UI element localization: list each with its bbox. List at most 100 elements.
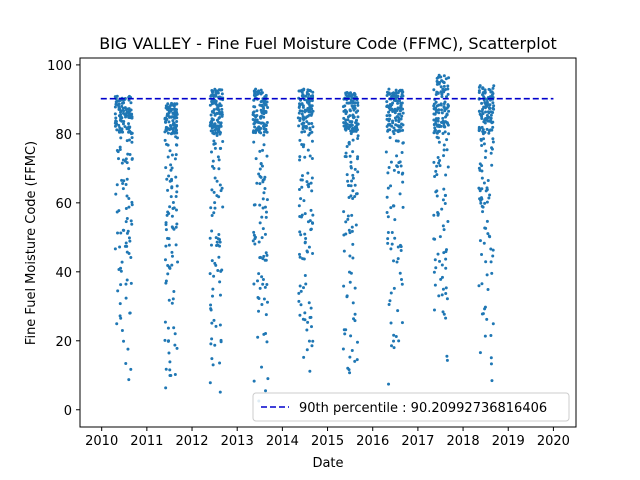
data-point [164,367,168,371]
data-point [301,126,305,130]
data-point [120,116,124,120]
data-point [477,91,481,95]
data-point [252,230,256,234]
data-point [170,301,174,305]
data-point [210,321,214,325]
data-point [491,248,495,252]
data-point [166,131,170,135]
data-point [345,295,349,299]
data-point [260,215,264,219]
data-point [303,110,307,114]
data-point [444,292,448,296]
data-point [353,286,357,290]
data-point [353,101,357,105]
data-point [302,121,306,125]
data-point [259,131,263,135]
data-point [219,104,223,108]
data-point [216,104,220,108]
data-point [386,215,390,219]
data-point [130,200,134,204]
data-point [118,118,122,122]
data-point [480,143,484,147]
data-point [121,158,125,162]
data-point [173,123,177,127]
data-point [386,171,390,175]
data-point [351,301,355,305]
data-point [389,291,393,295]
data-point [305,180,309,184]
data-point [213,146,217,150]
data-point [440,92,444,96]
data-point [262,177,266,181]
data-point [265,300,269,304]
data-point [355,340,359,344]
data-point [492,84,496,88]
data-point [446,104,450,108]
data-point [130,203,134,207]
data-point [114,116,118,120]
data-point [349,98,353,102]
data-point [489,356,493,360]
data-point [215,179,219,183]
data-point [259,116,263,120]
data-point [300,213,304,217]
data-point [433,258,437,262]
data-point [213,206,217,210]
data-point [478,187,482,191]
data-point [445,354,449,358]
data-point [487,131,491,135]
data-point [446,84,450,88]
data-point [348,125,352,129]
data-point [124,241,128,245]
data-point [347,195,351,199]
data-point [125,216,129,220]
data-point [307,122,311,126]
data-point [353,319,357,323]
data-point [392,333,396,337]
data-point [443,130,447,134]
data-point [346,214,350,218]
x-tick-label: 2018 [447,434,480,449]
data-point [349,165,353,169]
data-point [344,128,348,132]
data-point [128,311,132,315]
data-point [446,92,450,96]
data-point [490,110,494,114]
data-point [348,231,352,235]
data-point [127,122,131,126]
data-point [169,374,173,377]
data-point [484,260,488,264]
data-point [299,98,303,102]
data-point [115,183,119,187]
data-point [390,344,394,348]
data-point [394,118,398,122]
data-point [432,270,436,274]
data-point [127,167,131,171]
data-point [303,274,307,278]
data-point [115,128,119,132]
data-point [353,93,357,97]
data-point [173,373,177,376]
data-point [167,211,171,215]
data-point [347,141,351,145]
data-point [167,120,171,124]
data-point [264,251,268,255]
data-point [262,107,266,110]
data-point [440,293,444,297]
data-point [212,139,216,143]
legend-box [252,392,570,422]
data-point [262,143,266,147]
data-point [434,266,438,270]
data-point [401,123,405,127]
data-point [174,153,178,157]
data-point [167,265,171,269]
data-point [117,123,121,127]
data-point [385,195,389,199]
data-point [254,157,258,161]
data-point [348,109,352,113]
data-point [212,123,216,127]
legend-label: 90th percentile : 90.20992736816406 [299,401,547,416]
data-point [264,123,268,127]
data-point [394,335,398,339]
data-point [297,187,301,191]
